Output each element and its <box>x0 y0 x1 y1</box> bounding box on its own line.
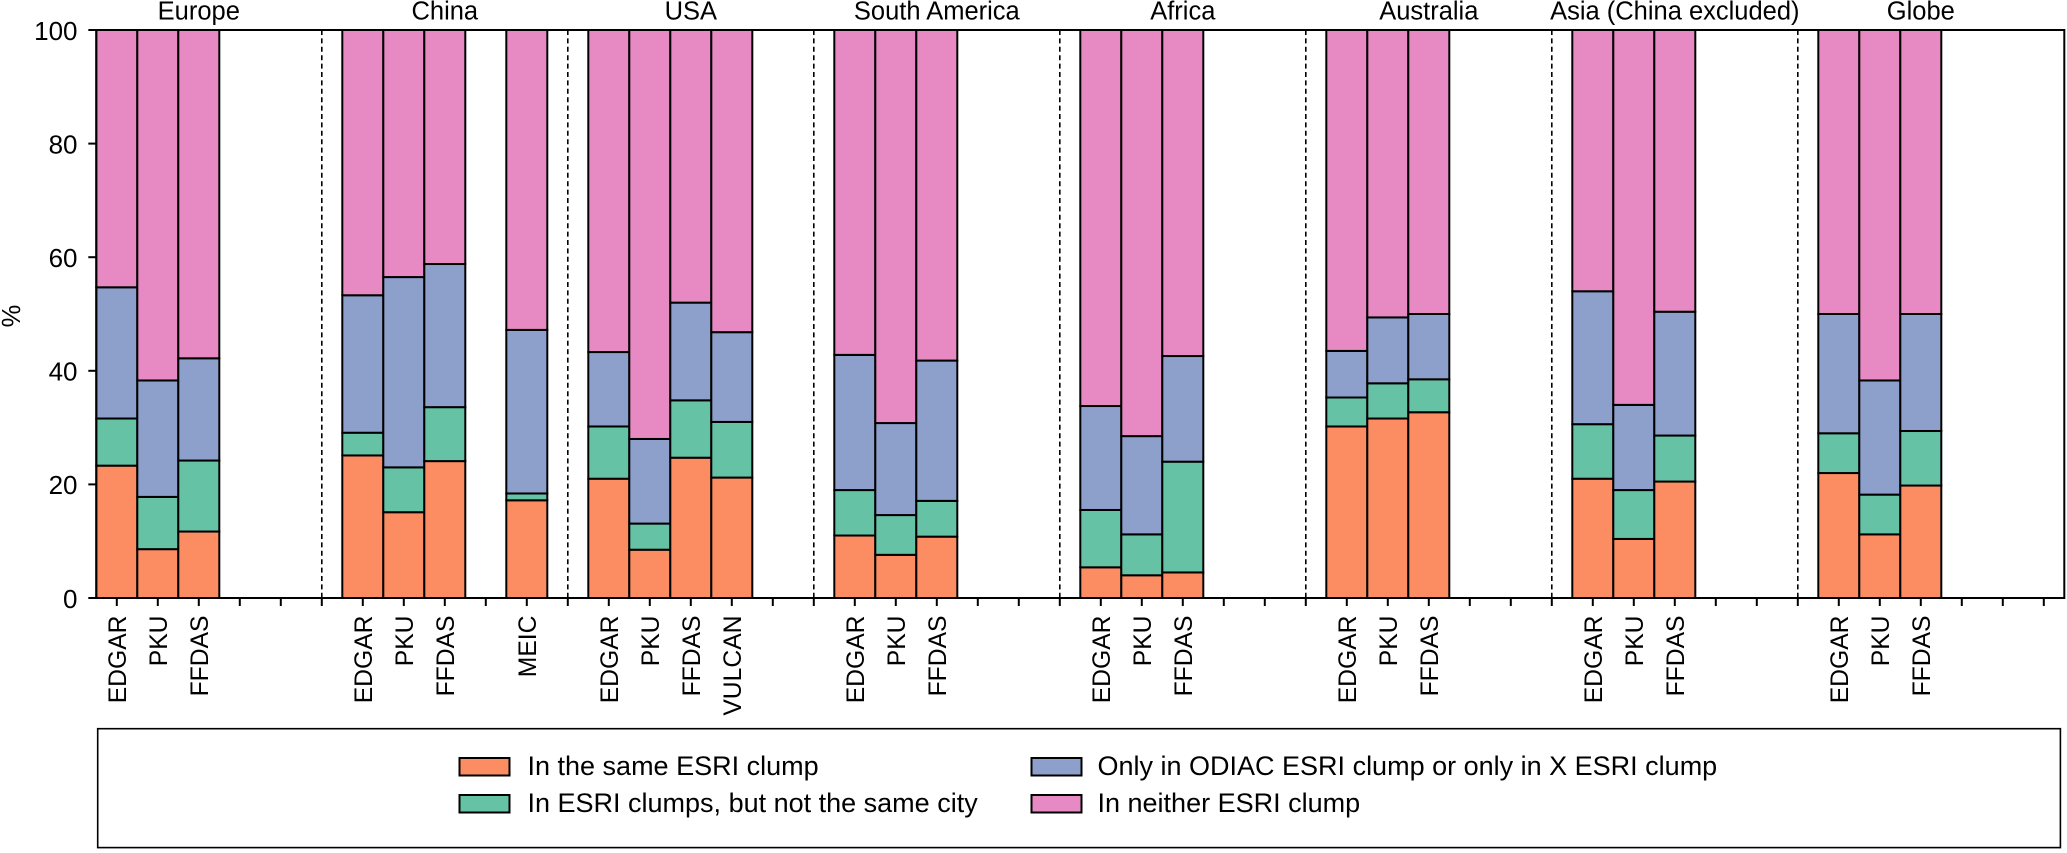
svg-text:FFDAS: FFDAS <box>1663 616 1690 697</box>
svg-text:Only in ODIAC ESRI clump or on: Only in ODIAC ESRI clump or only in X ES… <box>1098 751 1718 781</box>
svg-text:FFDAS: FFDAS <box>1909 616 1936 697</box>
svg-text:PKU: PKU <box>1622 616 1649 667</box>
svg-text:EDGAR: EDGAR <box>1827 616 1854 704</box>
svg-text:South America: South America <box>854 0 1021 25</box>
svg-text:USA: USA <box>665 0 717 25</box>
svg-text:80: 80 <box>49 129 78 159</box>
svg-text:Africa: Africa <box>1150 0 1216 25</box>
svg-text:PKU: PKU <box>1376 616 1403 667</box>
svg-text:20: 20 <box>49 470 78 500</box>
svg-text:100: 100 <box>34 16 77 46</box>
svg-text:%: % <box>0 305 26 328</box>
svg-text:PKU: PKU <box>1130 616 1157 667</box>
svg-text:In neither ESRI clump: In neither ESRI clump <box>1098 788 1361 818</box>
svg-text:0: 0 <box>63 584 77 614</box>
svg-text:FFDAS: FFDAS <box>925 616 952 697</box>
svg-text:Europe: Europe <box>158 0 240 25</box>
svg-text:In ESRI clumps, but not the sa: In ESRI clumps, but not the same city <box>528 788 979 818</box>
svg-text:MEIC: MEIC <box>515 616 542 678</box>
svg-text:40: 40 <box>49 357 78 387</box>
svg-text:60: 60 <box>49 243 78 273</box>
svg-text:China: China <box>411 0 478 25</box>
svg-text:Australia: Australia <box>1379 0 1479 25</box>
svg-text:EDGAR: EDGAR <box>105 616 132 704</box>
svg-text:EDGAR: EDGAR <box>1581 616 1608 704</box>
svg-text:FFDAS: FFDAS <box>187 616 214 697</box>
svg-text:FFDAS: FFDAS <box>1171 616 1198 697</box>
svg-text:VULCAN: VULCAN <box>720 616 747 716</box>
svg-text:In the same ESRI clump: In the same ESRI clump <box>528 751 819 781</box>
svg-text:FFDAS: FFDAS <box>1417 616 1444 697</box>
svg-text:FFDAS: FFDAS <box>433 616 460 697</box>
svg-text:Globe: Globe <box>1887 0 1955 25</box>
svg-text:PKU: PKU <box>146 616 173 667</box>
svg-text:PKU: PKU <box>1868 616 1895 667</box>
svg-text:EDGAR: EDGAR <box>843 616 870 704</box>
svg-text:PKU: PKU <box>392 616 419 667</box>
svg-text:FFDAS: FFDAS <box>679 616 706 697</box>
svg-text:EDGAR: EDGAR <box>351 616 378 704</box>
svg-text:PKU: PKU <box>884 616 911 667</box>
svg-text:Asia (China excluded): Asia (China excluded) <box>1550 0 1799 25</box>
svg-text:EDGAR: EDGAR <box>1089 616 1116 704</box>
svg-text:EDGAR: EDGAR <box>1335 616 1362 704</box>
svg-text:PKU: PKU <box>638 616 665 667</box>
svg-text:EDGAR: EDGAR <box>597 616 624 704</box>
